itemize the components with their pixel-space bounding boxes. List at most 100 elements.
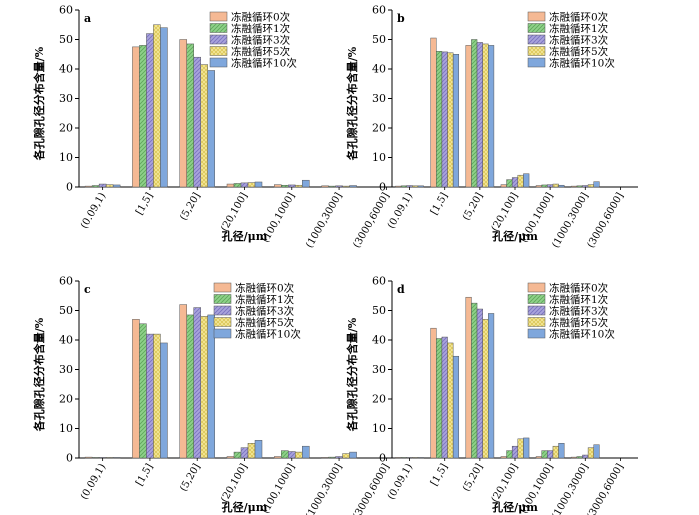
bar-a-s1-c1 [139, 45, 147, 188]
y-axis-title: 各孔隙孔径分布含量/% [32, 46, 46, 161]
legend-label: 冻融循环1次 [549, 22, 609, 35]
legend-label: 冻融循环1次 [549, 293, 609, 306]
legend-label: 冻融循环0次 [235, 282, 295, 295]
x-axis-title: 孔径/μm [492, 229, 538, 243]
bar-c-s4-c4 [302, 445, 310, 459]
panel-label: b [397, 12, 405, 25]
bar-b-s1-c4 [541, 184, 548, 188]
x-tick-label: (20,100] [490, 462, 521, 505]
bar-a-s4-c0 [112, 184, 121, 188]
bar-b-s3-c5 [587, 184, 594, 188]
x-tick-label: (3000,6000] [351, 462, 392, 515]
bar-d-s3-c2 [482, 319, 489, 459]
bar-c-s0-c1 [132, 319, 140, 459]
bar-a-s0-c5 [321, 185, 329, 188]
x-tick-label: (3000,6000] [351, 191, 392, 250]
y-tick-label: 50 [59, 33, 73, 46]
bar-b-s2-c4 [547, 184, 554, 188]
y-tick-label: 0 [379, 452, 386, 465]
y-axis-title: 各孔隙孔径分布含量/% [32, 317, 46, 432]
x-tick-label: (1000,3000] [304, 462, 345, 515]
x-tick-label: (1000,3000] [550, 191, 591, 250]
bar-d-s4-c3 [523, 437, 530, 459]
bar-a-s1-c2 [186, 43, 194, 188]
bar-d-s2-c4 [547, 450, 554, 459]
bar-d-s3-c5 [587, 447, 594, 459]
bar-c-s0-c5 [321, 457, 329, 459]
bar-c-s2-c3 [240, 447, 249, 459]
legend-swatch [213, 317, 232, 327]
bar-b-s1-c2 [471, 39, 478, 188]
bar-d-s4-c0 [417, 457, 424, 459]
y-tick-label: 10 [59, 422, 73, 435]
bar-c-s4-c0 [112, 457, 121, 459]
bar-d-s0-c4 [535, 456, 542, 459]
bar-c-s4-c3 [254, 440, 263, 459]
bar-d-s4-c2 [488, 313, 495, 459]
y-tick-label: 10 [372, 422, 386, 435]
y-tick-label: 30 [59, 363, 73, 376]
bar-d-s0-c3 [500, 456, 507, 459]
x-tick-label: (3000,6000] [586, 462, 627, 515]
bar-d-s4-c5 [593, 444, 600, 459]
x-axis-title: 孔径/μm [492, 500, 538, 514]
legend-label: 冻融循环3次 [235, 305, 295, 318]
bar-c-s4-c5 [349, 451, 357, 459]
x-tick-label: (0.09,1) [79, 462, 108, 502]
y-tick-label: 50 [372, 33, 386, 46]
bar-b-s4-c3 [523, 173, 530, 188]
legend-swatch [527, 328, 546, 339]
bar-b-s2-c5 [582, 185, 589, 188]
y-tick-label: 20 [59, 393, 73, 406]
bar-a-s2-c0 [98, 183, 107, 188]
x-tick-label: (5,20] [178, 191, 203, 223]
bar-c-s0-c2 [179, 304, 187, 459]
bar-a-s4-c2 [207, 70, 215, 188]
bar-c-s0-c3 [226, 456, 235, 459]
y-tick-label: 0 [379, 181, 386, 194]
bar-a-s2-c3 [240, 182, 249, 188]
bar-d-s2-c2 [476, 308, 483, 459]
bar-c-s0-c4 [274, 456, 282, 459]
bar-b-s4-c5 [593, 181, 600, 188]
bar-d-s1-c0 [400, 457, 408, 459]
legend-swatch [213, 282, 232, 293]
bar-a-s4-c5 [349, 185, 357, 188]
legend-swatch [527, 282, 546, 293]
x-tick-label: (20,100] [219, 191, 250, 234]
y-tick-label: 0 [66, 452, 73, 465]
bar-c-s3-c3 [247, 443, 256, 459]
legend-label: 冻融循环0次 [549, 11, 609, 24]
legend-label: 冻融循环0次 [549, 282, 609, 295]
legend-swatch [209, 11, 228, 22]
bar-d-s0-c1 [430, 327, 437, 459]
bar-d-s2-c1 [441, 336, 448, 459]
bar-c-s2-c1 [146, 333, 154, 459]
legend-label: 冻融循环10次 [549, 57, 615, 70]
legend-label: 冻融循环5次 [235, 316, 295, 329]
bar-a-s0-c1 [132, 46, 140, 188]
bar-b-s3-c2 [482, 43, 489, 188]
bar-a-s3-c3 [247, 182, 256, 188]
x-tick-label: (0.09,1) [79, 191, 108, 231]
bar-a-s2-c4 [288, 184, 296, 188]
bar-c-s1-c2 [186, 314, 194, 459]
bar-d-s2-c0 [406, 457, 413, 459]
bar-a-s2-c5 [335, 185, 343, 188]
bar-b-s1-c1 [436, 51, 443, 188]
bar-c-s4-c1 [160, 342, 168, 459]
bar-a-s3-c0 [105, 184, 114, 188]
panel-label: d [397, 283, 405, 296]
legend-swatch [527, 23, 546, 33]
bar-d-s0-c5 [570, 456, 578, 459]
y-tick-label: 30 [372, 363, 386, 376]
bar-c-s3-c2 [200, 316, 208, 459]
legend-swatch [527, 305, 546, 316]
bar-d-s3-c3 [517, 438, 524, 459]
bar-b-s0-c4 [535, 185, 542, 188]
x-tick-label: [1,5] [429, 191, 450, 217]
bar-a-s4-c1 [160, 27, 168, 188]
panel-label: c [84, 283, 91, 296]
bar-d-s1-c2 [471, 302, 478, 459]
